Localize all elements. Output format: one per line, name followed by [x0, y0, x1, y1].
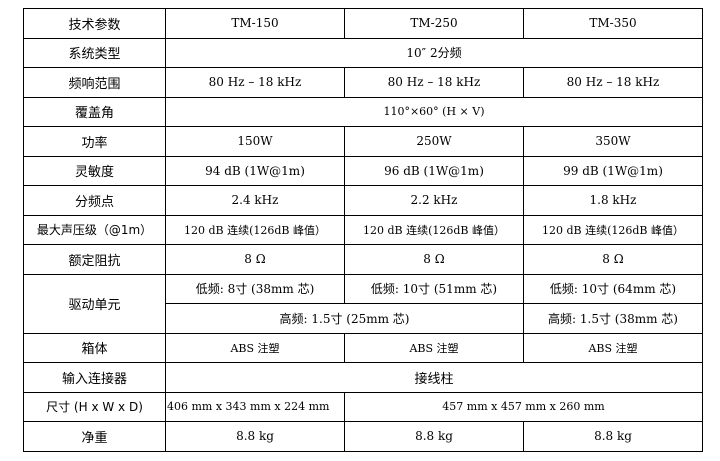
spec-table: 技术参数 TM-150 TM-250 TM-350 系统类型 10″ 2分频 频… — [23, 8, 703, 452]
cell: 8 Ω — [344, 244, 524, 275]
cell: 2.4 kHz — [165, 185, 345, 216]
row-label: 箱体 — [23, 332, 166, 363]
row-label: 分频点 — [23, 185, 166, 216]
coverage-value: 110°×60° (H × V) — [165, 96, 703, 127]
cell: ABS 注塑 — [344, 332, 524, 363]
model-tm150: TM-150 — [165, 8, 345, 39]
cell: 250W — [344, 126, 524, 157]
cell: 8 Ω — [165, 244, 345, 275]
cell: 80 Hz – 18 kHz — [165, 67, 345, 98]
row-label: 功率 — [23, 126, 166, 157]
row-label: 最大声压级（@1m） — [23, 214, 166, 245]
row-label: 系统类型 — [23, 37, 166, 68]
cell: 457 mm x 457 mm x 260 mm — [344, 391, 703, 422]
cell: 80 Hz – 18 kHz — [344, 67, 524, 98]
row-label: 净重 — [23, 421, 166, 452]
cell: 80 Hz – 18 kHz — [523, 67, 703, 98]
table-row: 额定阻抗 8 Ω 8 Ω 8 Ω — [23, 244, 703, 275]
table-row: 尺寸 (H x W x D) 406 mm x 343 mm x 224 mm … — [23, 391, 703, 422]
row-label: 输入连接器 — [23, 362, 166, 393]
cell: 120 dB 连续(126dB 峰值） — [165, 214, 345, 245]
table-row: 频响范围 80 Hz – 18 kHz 80 Hz – 18 kHz 80 Hz… — [23, 67, 703, 98]
row-label: 灵敏度 — [23, 155, 166, 186]
cell: 8 Ω — [523, 244, 703, 275]
cell: 8.8 kg — [165, 421, 345, 452]
row-label: 覆盖角 — [23, 96, 166, 127]
row-label: 驱动单元 — [23, 273, 166, 334]
cell: 406 mm x 343 mm x 224 mm — [165, 391, 345, 422]
cell: 8.8 kg — [344, 421, 524, 452]
cell: 120 dB 连续(126dB 峰值） — [523, 214, 703, 245]
cell: 150W — [165, 126, 345, 157]
table-row: 系统类型 10″ 2分频 — [23, 37, 703, 68]
cell: ABS 注塑 — [165, 332, 345, 363]
system-type-value: 10″ 2分频 — [165, 37, 703, 68]
model-tm250: TM-250 — [344, 8, 524, 39]
header-label: 技术参数 — [23, 8, 166, 39]
cell: 低频: 8寸 (38mm 芯) — [165, 273, 345, 304]
cell: 96 dB (1W@1m) — [344, 155, 524, 186]
cell: 94 dB (1W@1m) — [165, 155, 345, 186]
cell: 低频: 10寸 (64mm 芯) — [523, 273, 703, 304]
cell: 高频: 1.5寸 (38mm 芯) — [523, 303, 703, 334]
cell: 1.8 kHz — [523, 185, 703, 216]
row-label: 额定阻抗 — [23, 244, 166, 275]
table-row: 高频: 1.5寸 (25mm 芯) 高频: 1.5寸 (38mm 芯) — [24, 303, 703, 334]
table-row: 箱体 ABS 注塑 ABS 注塑 ABS 注塑 — [23, 332, 703, 363]
table-row: 功率 150W 250W 350W — [23, 126, 703, 157]
row-label: 尺寸 (H x W x D) — [23, 391, 166, 422]
cell: 2.2 kHz — [344, 185, 524, 216]
table-row: 覆盖角 110°×60° (H × V) — [23, 96, 703, 127]
model-tm350: TM-350 — [523, 8, 703, 39]
connector-value: 接线柱 — [165, 362, 703, 393]
table-row: 输入连接器 接线柱 — [23, 362, 703, 393]
cell: 8.8 kg — [523, 421, 703, 452]
cell: 低频: 10寸 (51mm 芯) — [344, 273, 524, 304]
table-row: 驱动单元 低频: 8寸 (38mm 芯) 低频: 10寸 (51mm 芯) 低频… — [23, 273, 703, 334]
table-row: 最大声压级（@1m） 120 dB 连续(126dB 峰值） 120 dB 连续… — [23, 214, 703, 245]
cell: 120 dB 连续(126dB 峰值） — [344, 214, 524, 245]
row-label: 频响范围 — [23, 67, 166, 98]
cell: ABS 注塑 — [523, 332, 703, 363]
cell: 350W — [523, 126, 703, 157]
table-row: 灵敏度 94 dB (1W@1m) 96 dB (1W@1m) 99 dB (1… — [23, 155, 703, 186]
table-row: 分频点 2.4 kHz 2.2 kHz 1.8 kHz — [23, 185, 703, 216]
cell: 99 dB (1W@1m) — [523, 155, 703, 186]
cell: 高频: 1.5寸 (25mm 芯) — [165, 303, 524, 334]
table-row: 净重 8.8 kg 8.8 kg 8.8 kg — [23, 421, 703, 452]
header-row: 技术参数 TM-150 TM-250 TM-350 — [23, 8, 703, 39]
